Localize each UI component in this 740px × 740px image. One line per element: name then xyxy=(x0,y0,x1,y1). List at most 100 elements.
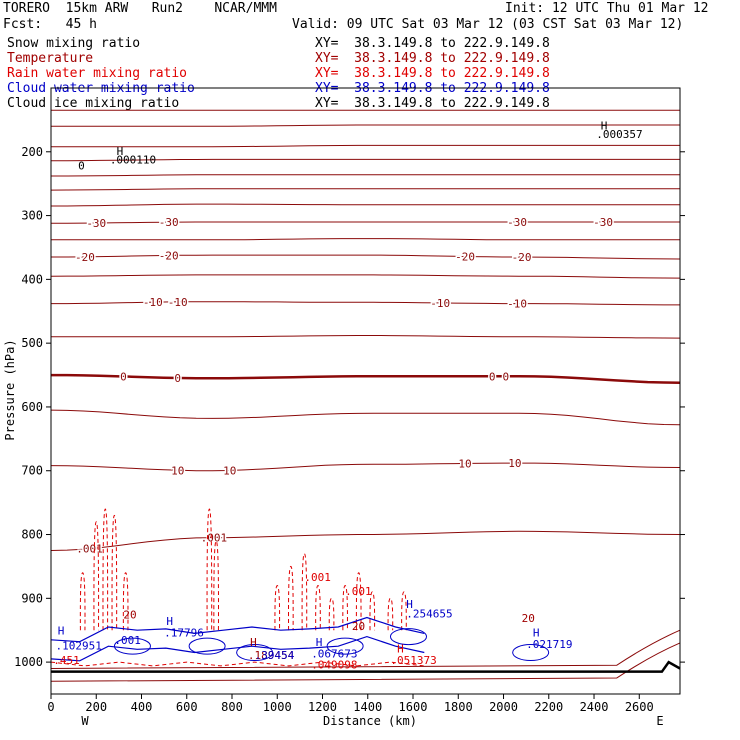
x-tick-label: 2400 xyxy=(580,700,609,714)
legend-temperature-label: Temperature xyxy=(7,51,94,66)
temperature-contour-label: -10 xyxy=(168,296,188,309)
contour-annotation: H xyxy=(166,615,173,628)
rain-water-contour xyxy=(315,585,321,631)
contour-annotation: 0 xyxy=(78,160,85,173)
x-tick-label: 1200 xyxy=(308,700,337,714)
x-tick-label: 1000 xyxy=(263,700,292,714)
contour-annotation: 20 xyxy=(352,620,365,633)
east-label: E xyxy=(656,714,663,728)
temperature-contour-label: 0 xyxy=(120,370,127,383)
cloud-water-cell xyxy=(188,637,226,655)
y-tick-label: 1000 xyxy=(14,655,43,669)
cloud-water-cell xyxy=(512,644,550,662)
temperature-contour-10 xyxy=(50,274,681,279)
contour-annotation: H xyxy=(250,636,257,649)
temperature-contour-label: .001 xyxy=(76,543,103,556)
temperature-contour-16 xyxy=(50,530,681,551)
temperature-contour-9 xyxy=(51,254,681,260)
contour-annotation: H xyxy=(533,627,540,640)
temperature-contour-label: .001 xyxy=(201,532,228,545)
temperature-contour-label: -30 xyxy=(593,216,613,229)
contour-annotation: .39454 xyxy=(255,649,295,662)
model-title: TORERO 15km ARW Run2 NCAR/MMM xyxy=(3,1,277,16)
y-tick-label: 400 xyxy=(21,272,43,286)
legend-snow-label: Snow mixing ratio xyxy=(7,36,141,51)
y-tick-label: 800 xyxy=(21,528,43,542)
rain-water-contour xyxy=(369,591,376,631)
rain-water-contour xyxy=(355,572,362,631)
contour-annotation: .049098 xyxy=(311,658,357,671)
y-tick-label: 700 xyxy=(21,464,43,478)
rain-water-contour xyxy=(102,508,109,631)
legend-cloud-ice-xy: XY= 38.3.149.8 to 222.9.149.8 xyxy=(315,96,550,111)
temperature-contour-6 xyxy=(51,203,680,207)
contour-annotation: .051373 xyxy=(390,654,436,667)
west-label: W xyxy=(81,714,89,728)
temperature-contour-11 xyxy=(51,301,680,306)
cloud-water-contour xyxy=(50,616,425,643)
x-tick-label: 1800 xyxy=(444,700,473,714)
contour-annotation: 20 xyxy=(522,612,535,625)
temperature-contour-label: -10 xyxy=(430,297,450,310)
temperature-contour-label: 0 xyxy=(489,370,496,383)
contour-annotation: .451 xyxy=(53,654,80,667)
y-axis-label: Pressure (hPa) xyxy=(3,339,17,440)
temperature-contour-5 xyxy=(50,188,680,191)
temperature-contour-3 xyxy=(51,158,680,162)
temperature-contour-label: -20 xyxy=(512,251,532,264)
valid-time: Valid: 09 UTC Sat 03 Mar 12 (03 CST Sat … xyxy=(292,17,684,32)
terrain-line xyxy=(51,660,681,673)
contour-annotation: H xyxy=(406,598,413,611)
temperature-contour-label: -30 xyxy=(159,216,179,229)
rain-water-contour xyxy=(301,553,308,631)
rain-water-contour xyxy=(213,540,219,631)
contour-annotation: .17796 xyxy=(164,627,204,640)
temperature-contour-15 xyxy=(50,462,681,472)
contour-annotation: .254655 xyxy=(406,607,452,620)
temperature-contour-label: -30 xyxy=(86,217,106,230)
init-time: Init: 12 UTC Thu 01 Mar 12 xyxy=(505,1,709,16)
temperature-contour-label: 10 xyxy=(171,464,184,477)
cloud-water-contour xyxy=(50,635,425,662)
x-tick-label: 1400 xyxy=(353,700,382,714)
temperature-contour-7 xyxy=(51,221,680,224)
contour-annotation: .001 xyxy=(304,571,331,584)
temperature-contour-14 xyxy=(50,409,681,426)
temperature-contour-13 xyxy=(51,373,681,384)
temperature-contour-label: -20 xyxy=(75,251,95,264)
rain-water-contour xyxy=(93,521,100,631)
rain-water-contour xyxy=(401,591,407,631)
y-tick-label: 200 xyxy=(21,145,43,159)
temperature-contour-12 xyxy=(51,335,681,339)
rain-water-contour xyxy=(50,661,425,667)
contour-annotation: .000110 xyxy=(110,153,156,166)
contour-annotation: H xyxy=(58,625,65,638)
legend-cloud-ice-label: Cloud ice mixing ratio xyxy=(7,96,180,111)
y-tick-label: 500 xyxy=(21,336,43,350)
contour-annotation: .189454 xyxy=(248,649,295,662)
x-tick-label: 2600 xyxy=(625,700,654,714)
rain-water-contour xyxy=(274,585,281,631)
x-tick-label: 400 xyxy=(131,700,153,714)
rain-water-contour xyxy=(387,597,394,631)
y-tick-label: 600 xyxy=(21,400,43,414)
rain-water-contour xyxy=(288,565,294,631)
temperature-contour-2 xyxy=(51,144,680,148)
legend-temperature-xy: XY= 38.3.149.8 to 222.9.149.8 xyxy=(315,51,550,66)
legend-rain-label: Rain water mixing ratio xyxy=(7,66,188,81)
y-tick-label: 900 xyxy=(21,591,43,605)
temperature-contour-label: -10 xyxy=(143,296,163,309)
cloud-water-cell xyxy=(236,644,274,662)
x-axis-label: Distance (km) xyxy=(323,714,417,728)
temperature-contour-4 xyxy=(51,174,680,177)
contour-annotation: H xyxy=(601,119,608,132)
surface-temperature-contour xyxy=(50,629,681,669)
surface-temperature-contour xyxy=(50,642,681,682)
x-tick-label: 800 xyxy=(221,700,243,714)
temperature-contour-label: 0 xyxy=(502,370,509,383)
contour-annotation: H xyxy=(397,643,404,656)
plot-frame xyxy=(50,87,681,695)
temperature-contour-8 xyxy=(51,238,680,241)
legend-rain-xy: XY= 38.3.149.8 to 222.9.149.8 xyxy=(315,66,550,81)
